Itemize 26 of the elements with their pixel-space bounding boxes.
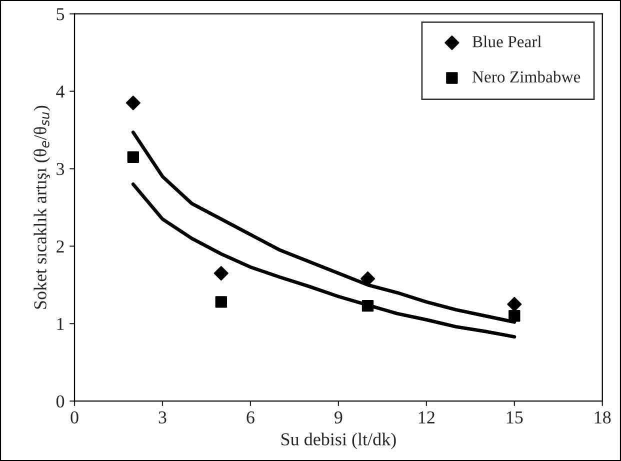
legend-label: Nero Zimbabwe — [472, 70, 580, 83]
x-tick-label: 3 — [158, 411, 166, 424]
point — [127, 151, 140, 163]
point — [214, 266, 228, 281]
y-tick-label: 2 — [56, 240, 64, 252]
point — [215, 296, 227, 308]
line-series — [131, 182, 516, 339]
point — [508, 310, 520, 322]
x-tick-label: 0 — [70, 411, 78, 424]
x-axis-title: Su debisi (lt/dk) — [281, 432, 396, 450]
y-tick-label: 0 — [56, 395, 64, 408]
y-tick-label: 5 — [56, 8, 64, 20]
y-axis-title: Soket sıcaklık artışı (θ$_{e}$/θ$_{su}$) — [34, 106, 50, 309]
point — [126, 96, 140, 110]
y-tick-label: 1 — [57, 318, 64, 330]
point — [360, 271, 376, 286]
x-tick-label: 9 — [334, 411, 342, 424]
x-tick-label: 12 — [418, 411, 434, 424]
point — [507, 296, 522, 312]
y-tick-label: 3 — [56, 163, 64, 176]
x-tick-label: 15 — [506, 411, 523, 424]
y-tick-label: 4 — [56, 86, 65, 98]
x-tick-label: 6 — [246, 411, 254, 424]
legend-label: Blue Pearl — [472, 36, 542, 48]
point — [362, 300, 374, 312]
x-tick-label: 18 — [594, 411, 611, 424]
